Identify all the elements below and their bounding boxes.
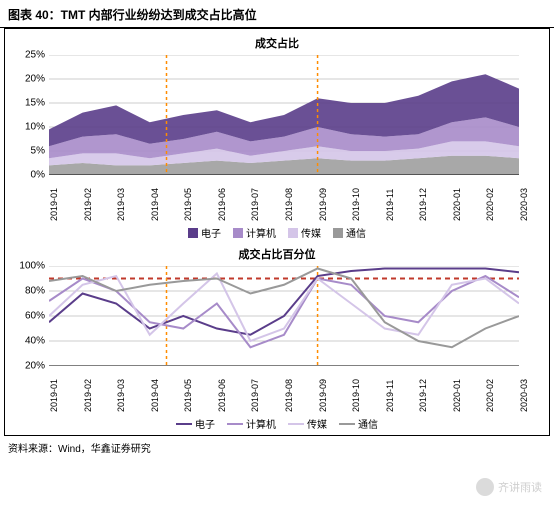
watermark: 齐讲雨读 [476, 478, 542, 496]
x-tick-label: 2019-04 [150, 177, 160, 221]
chart-container: 成交占比 0%5%10%15%20%25% 2019-012019-022019… [4, 28, 550, 436]
x-tick-label: 2020-02 [485, 177, 495, 221]
x-tick-label: 2019-02 [83, 368, 93, 412]
source-text: 资料来源：Wind，华鑫证券研究 [0, 436, 554, 459]
chart2-legend: 电子 计算机 传媒 通信 [5, 416, 549, 431]
legend-label: 通信 [346, 225, 366, 240]
legend-item: 计算机 [233, 225, 276, 240]
legend-label: 传媒 [307, 416, 327, 431]
legend-swatch [288, 228, 298, 238]
legend-swatch [339, 423, 355, 425]
x-tick-label: 2020-02 [485, 368, 495, 412]
x-tick-label: 2019-05 [183, 177, 193, 221]
x-tick-label: 2019-02 [83, 177, 93, 221]
watermark-icon [476, 478, 494, 496]
x-tick-label: 2020-01 [452, 368, 462, 412]
y-tick-label: 60% [13, 311, 45, 322]
legend-label: 计算机 [246, 225, 276, 240]
x-tick-label: 2019-03 [116, 177, 126, 221]
legend-label: 计算机 [246, 416, 276, 431]
y-tick-label: 20% [13, 74, 45, 85]
y-tick-label: 100% [13, 261, 45, 272]
legend-item: 传媒 [288, 225, 321, 240]
x-tick-label: 2019-11 [385, 368, 395, 412]
legend-swatch [188, 228, 198, 238]
x-tick-label: 2019-12 [418, 368, 428, 412]
x-tick-label: 2019-07 [250, 368, 260, 412]
x-tick-label: 2019-05 [183, 368, 193, 412]
x-tick-label: 2019-08 [284, 177, 294, 221]
x-tick-label: 2019-07 [250, 177, 260, 221]
y-tick-label: 10% [13, 122, 45, 133]
legend-label: 电子 [195, 416, 215, 431]
legend-swatch [333, 228, 343, 238]
x-tick-label: 2019-10 [351, 177, 361, 221]
legend-swatch [288, 423, 304, 425]
x-tick-label: 2019-04 [150, 368, 160, 412]
figure-title: 图表 40：TMT 内部行业纷纷达到成交占比高位 [0, 0, 554, 28]
legend-item: 通信 [333, 225, 366, 240]
y-tick-label: 15% [13, 98, 45, 109]
chart1-title: 成交占比 [5, 29, 549, 53]
x-tick-label: 2019-11 [385, 177, 395, 221]
legend-swatch [233, 228, 243, 238]
x-tick-label: 2020-01 [452, 177, 462, 221]
legend-item: 计算机 [227, 416, 276, 431]
chart1-plot: 0%5%10%15%20%25% [49, 55, 519, 175]
chart2-yaxis: 20%40%60%80%100% [13, 266, 45, 366]
chart1-legend: 电子 计算机 传媒 通信 [5, 225, 549, 240]
legend-swatch [227, 423, 243, 425]
watermark-text: 齐讲雨读 [498, 479, 542, 495]
chart2-plot: 20%40%60%80%100% [49, 266, 519, 366]
legend-item: 传媒 [288, 416, 327, 431]
legend-label: 电子 [201, 225, 221, 240]
chart2-title: 成交占比百分位 [5, 240, 549, 264]
x-tick-label: 2019-09 [318, 177, 328, 221]
x-tick-label: 2019-09 [318, 368, 328, 412]
legend-item: 通信 [339, 416, 378, 431]
chart1-yaxis: 0%5%10%15%20%25% [13, 55, 45, 175]
x-tick-label: 2019-10 [351, 368, 361, 412]
x-tick-label: 2020-03 [519, 368, 529, 412]
legend-item: 电子 [188, 225, 221, 240]
legend-swatch [176, 423, 192, 425]
legend-label: 通信 [358, 416, 378, 431]
legend-label: 传媒 [301, 225, 321, 240]
x-tick-label: 2019-08 [284, 368, 294, 412]
y-tick-label: 0% [13, 170, 45, 181]
x-tick-label: 2019-06 [217, 177, 227, 221]
y-tick-label: 80% [13, 286, 45, 297]
x-tick-label: 2019-03 [116, 368, 126, 412]
x-tick-label: 2019-12 [418, 177, 428, 221]
y-tick-label: 5% [13, 146, 45, 157]
legend-item: 电子 [176, 416, 215, 431]
chart2-xaxis: 2019-01 2019-02 2019-03 2019-04 2019-05 2019-… [49, 368, 529, 412]
chart1-xaxis: 2019-01 2019-02 2019-03 2019-04 2019-05 2019-… [49, 177, 529, 221]
x-tick-label: 2020-03 [519, 177, 529, 221]
y-tick-label: 20% [13, 361, 45, 372]
x-tick-label: 2019-01 [49, 177, 59, 221]
y-tick-label: 25% [13, 50, 45, 61]
x-tick-label: 2019-01 [49, 368, 59, 412]
x-tick-label: 2019-06 [217, 368, 227, 412]
y-tick-label: 40% [13, 336, 45, 347]
